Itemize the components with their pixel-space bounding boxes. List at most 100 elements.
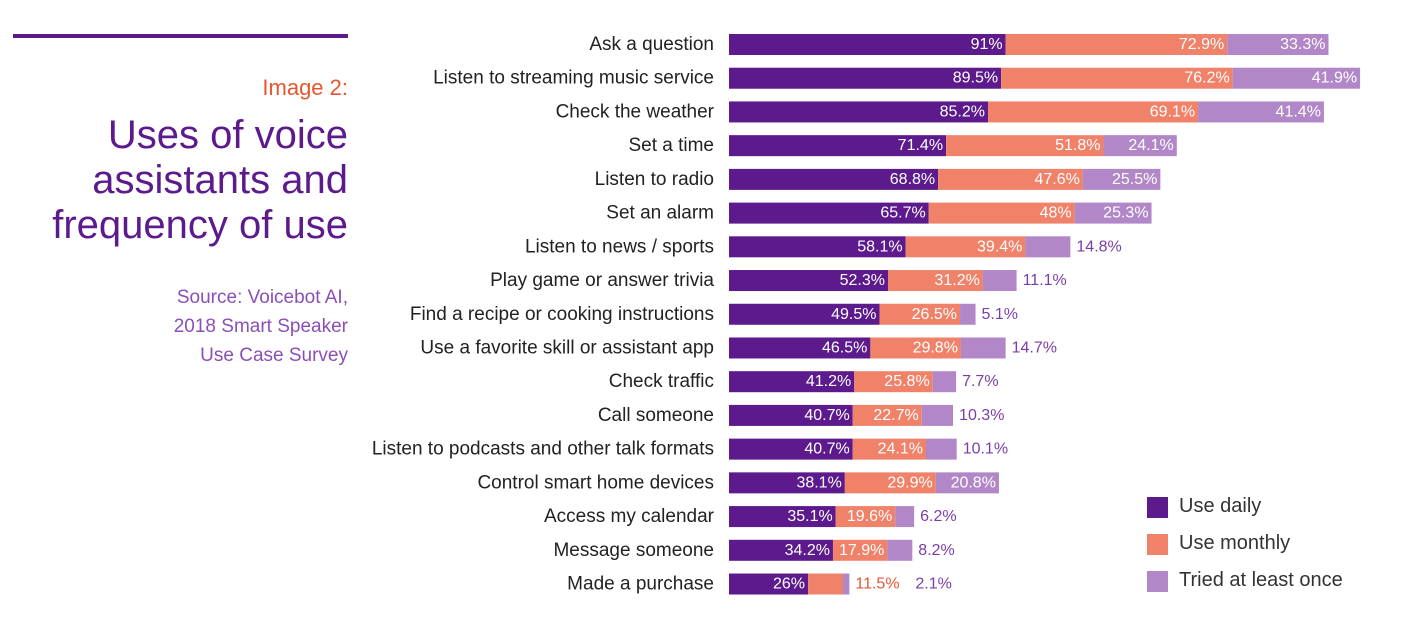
bar-segment-daily (729, 303, 880, 325)
bar-segment-tried (960, 337, 1006, 359)
source-line-2: 2018 Smart Speaker (173, 316, 348, 337)
bar-segment-monthly (835, 506, 896, 528)
data-label-daily: 26% (773, 576, 805, 593)
data-label-monthly: 72.9% (1179, 36, 1224, 53)
data-label-daily: 89.5% (953, 70, 998, 87)
category-label: Use a favorite skill or assistant app (420, 337, 714, 358)
legend-label-monthly: Use monthly (1179, 532, 1291, 554)
bar-segment-monthly (988, 101, 1199, 123)
data-label-tried: 11.1% (1023, 272, 1067, 289)
data-label-tried: 5.1% (982, 306, 1018, 323)
bar-segment-daily (729, 438, 853, 460)
data-label-daily: 68.8% (890, 171, 935, 188)
data-label-daily: 85.2% (940, 103, 985, 120)
category-label: Access my calendar (544, 506, 715, 527)
bar-segment-daily (729, 67, 1002, 89)
bar-segment-tried (960, 303, 976, 325)
data-label-daily: 46.5% (822, 339, 867, 356)
bar-segment-monthly (808, 573, 843, 595)
data-label-tried: 6.2% (920, 508, 956, 525)
bar-segment-daily (729, 539, 833, 561)
bar-segment-monthly (852, 404, 922, 426)
data-label-monthly: 19.6% (847, 508, 892, 525)
bar-segment-tried (1198, 101, 1324, 123)
data-label-tried: 25.5% (1112, 171, 1157, 188)
data-label-tried: 24.1% (1128, 137, 1173, 154)
category-label: Listen to streaming music service (433, 68, 714, 89)
legend-label-daily: Use daily (1179, 495, 1262, 517)
bar-segment-monthly (854, 371, 933, 393)
bar-segment-tried (1227, 34, 1329, 55)
data-label-monthly: 47.6% (1034, 171, 1079, 188)
bar-segment-daily (729, 404, 853, 426)
bar-segment-tried (1232, 67, 1361, 89)
bar-segment-daily (729, 337, 871, 359)
bar-segment-monthly (1005, 34, 1228, 55)
category-label: Check the weather (556, 101, 715, 122)
bar-segment-daily (729, 270, 888, 292)
bar-segment-daily (729, 101, 989, 123)
bar-segment-tried (895, 506, 915, 528)
data-label-tried: 7.7% (962, 373, 998, 390)
bar-segment-tried (925, 438, 957, 460)
category-label: Find a recipe or cooking instructions (410, 304, 714, 325)
data-label-monthly: 25.8% (884, 373, 929, 390)
source-line-3: Use Case Survey (200, 345, 348, 366)
category-label: Set a time (628, 135, 714, 156)
category-label: Call someone (598, 405, 714, 426)
bar-segment-daily (729, 168, 939, 190)
data-label-monthly: 26.5% (912, 306, 957, 323)
data-label-monthly: 48% (1040, 205, 1072, 222)
data-label-monthly: 51.8% (1055, 137, 1100, 154)
bar-segment-daily (729, 34, 1006, 55)
data-label-monthly: 29.8% (913, 339, 958, 356)
category-label: Listen to radio (595, 169, 714, 190)
data-label-tried: 10.1% (963, 441, 1008, 458)
data-label-tried: 20.8% (951, 474, 996, 491)
data-label-tried: 41.4% (1276, 103, 1321, 120)
bar-segment-tried (982, 270, 1017, 292)
legend-swatch-tried (1147, 571, 1168, 592)
bar-segment-tried (935, 472, 999, 494)
data-label-daily: 40.7% (804, 441, 849, 458)
bar-segment-monthly (1001, 67, 1233, 89)
data-label-tried: 2.1% (915, 576, 951, 593)
data-label-tried: 14.7% (1012, 339, 1057, 356)
bar-segment-monthly (832, 539, 888, 561)
bar-segment-tried (1074, 202, 1152, 224)
bar-segment-monthly (905, 236, 1026, 258)
data-label-monthly: 69.1% (1150, 103, 1195, 120)
data-label-daily: 71.4% (898, 137, 943, 154)
bar-segment-daily (729, 573, 809, 595)
category-label: Set an alarm (606, 203, 714, 224)
data-label-tried: 8.2% (918, 542, 954, 559)
bar-segment-tried (843, 573, 850, 595)
bar-segment-tried (932, 371, 957, 393)
data-label-daily: 65.7% (880, 205, 925, 222)
bar-segment-monthly (852, 438, 926, 460)
data-label-daily: 58.1% (857, 238, 902, 255)
category-label: Check traffic (609, 371, 714, 392)
data-label-tried: 10.3% (959, 407, 1004, 424)
bar-segment-tried (1082, 168, 1161, 190)
data-label-daily: 38.1% (796, 474, 841, 491)
bar-segment-monthly (938, 168, 1083, 190)
bar-segment-monthly (928, 202, 1075, 224)
data-label-daily: 91% (971, 36, 1003, 53)
category-label: Listen to podcasts and other talk format… (372, 439, 714, 460)
source-line-1: Source: Voicebot AI, (176, 287, 348, 308)
data-label-monthly: 76.2% (1184, 70, 1229, 87)
bar-segment-tried (1025, 236, 1071, 258)
data-label-monthly: 29.9% (887, 474, 932, 491)
legend-swatch-daily (1147, 497, 1168, 518)
category-label: Control smart home devices (477, 472, 714, 493)
data-label-daily: 49.5% (831, 306, 876, 323)
data-label-tried: 14.8% (1076, 238, 1121, 255)
bar-segment-monthly (844, 472, 936, 494)
category-label: Message someone (553, 540, 714, 561)
bar-segment-daily (729, 506, 836, 528)
data-label-monthly: 39.4% (977, 238, 1022, 255)
data-label-daily: 35.1% (787, 508, 832, 525)
data-label-daily: 34.2% (785, 542, 830, 559)
